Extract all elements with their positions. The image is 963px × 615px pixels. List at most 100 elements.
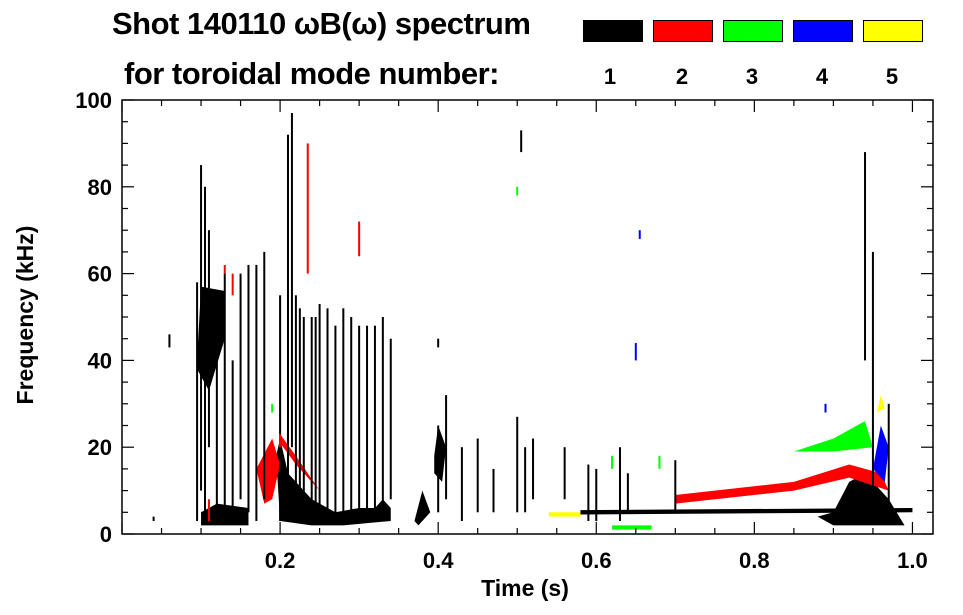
spectrum-streak-mode-1 (310, 317, 313, 521)
spectrum-data (152, 113, 913, 530)
spectrum-streak-mode-2 (358, 221, 361, 257)
spectrum-streak-mode-1 (200, 165, 203, 491)
y-tick-label: 80 (88, 175, 112, 200)
spectrum-streak-mode-2 (279, 434, 282, 448)
spectrum-streak-mode-1 (618, 447, 621, 521)
spectrum-blob-mode-5 (548, 512, 581, 517)
spectrum-streak-mode-3 (516, 186, 519, 196)
spectrum-streak-mode-1 (196, 282, 199, 521)
y-tick-label: 60 (88, 262, 112, 287)
spectrum-streak-mode-1 (207, 230, 210, 448)
y-axis-label: Frequency (kHz) (12, 226, 38, 405)
spectrum-streak-mode-1 (279, 295, 282, 521)
spectrum-streak-mode-2 (223, 264, 226, 274)
spectrum-blob-mode-3 (612, 525, 652, 530)
spectrum-streak-mode-1 (437, 425, 440, 513)
spectrum-streak-mode-1 (358, 325, 361, 513)
spectrum-blob-mode-5 (876, 395, 885, 413)
y-tick-label: 40 (88, 348, 112, 373)
spectrum-streak-mode-1 (215, 295, 218, 521)
spectrum-streak-mode-1 (342, 308, 345, 513)
x-tick-label: 0.8 (739, 548, 770, 573)
legend-label-mode-5: 5 (885, 64, 899, 89)
chart-subtitle: for toroidal mode number: (124, 56, 500, 91)
spectrum-streak-mode-1 (674, 460, 677, 513)
spectrum-streak-mode-1 (373, 325, 376, 513)
spectrum-blob-mode-2 (256, 438, 281, 504)
x-axis-label: Time (s) (481, 575, 569, 601)
spectrum-streak-mode-1 (152, 516, 155, 521)
spectrum-streak-mode-1 (290, 113, 293, 448)
spectrum-streak-mode-1 (203, 186, 206, 513)
spectrum-streak-mode-1 (887, 403, 890, 513)
legend-swatch-mode-2 (653, 20, 713, 42)
spectrum-streak-mode-1 (239, 273, 242, 500)
legend-label-mode-3: 3 (745, 64, 759, 89)
legend-label-mode-1: 1 (603, 64, 617, 89)
spectrum-streak-mode-1 (389, 338, 392, 500)
legend-label-mode-4: 4 (815, 64, 829, 89)
spectrum-streak-mode-4 (634, 343, 637, 361)
spectrum-blob-mode-2 (280, 434, 324, 495)
x-tick-label: 0.6 (581, 548, 612, 573)
x-tick-label: 0.4 (423, 548, 454, 573)
x-tick-label: 0.2 (265, 548, 296, 573)
spectrum-blob-mode-1 (414, 490, 431, 526)
spectrum-streak-mode-1 (247, 264, 250, 513)
legend-swatch-mode-3 (723, 20, 783, 42)
plot-frame (121, 99, 934, 535)
spectrum-streak-mode-1 (460, 447, 463, 521)
spectrum-streak-mode-3 (611, 455, 614, 469)
spectrum-streak-mode-1 (286, 134, 289, 491)
spectrum-streak-mode-1 (302, 317, 305, 513)
spectrum-blob-mode-1 (580, 507, 913, 515)
legend-swatch-mode-1 (583, 20, 643, 42)
chart-title: Shot 140110 ωB(ω) spectrum (112, 6, 531, 41)
spectrum-streak-mode-1 (516, 416, 519, 513)
spectrum-streak-mode-1 (864, 152, 867, 361)
spectrum-streak-mode-2 (231, 273, 234, 296)
legend-label-mode-2: 2 (675, 64, 689, 89)
spectrum-streak-mode-3 (271, 403, 274, 413)
spectrum-blob-mode-1 (434, 425, 447, 482)
spectrum-streak-mode-1 (524, 447, 527, 513)
spectrum-streak-mode-1 (168, 334, 171, 348)
spectrum-streak-mode-1 (294, 295, 297, 513)
y-tick-label: 100 (75, 88, 112, 113)
spectrum-streak-mode-1 (520, 130, 523, 153)
spectrum-streak-mode-1 (587, 464, 590, 521)
legend-swatch-mode-4 (793, 20, 853, 42)
spectrum-streak-mode-1 (445, 395, 448, 500)
spectrum-blob-mode-1 (201, 503, 249, 526)
spectrum-streak-mode-1 (263, 251, 266, 500)
y-tick-label: 0 (100, 522, 112, 547)
spectrum-streak-mode-3 (658, 455, 661, 469)
spectrum-streak-mode-2 (207, 499, 210, 521)
spectrum-streak-mode-2 (306, 143, 309, 274)
spectrum-streak-mode-1 (350, 317, 353, 521)
spectrum-streak-mode-4 (638, 230, 641, 239)
legend-swatch-mode-5 (863, 20, 923, 42)
spectrum-streak-mode-1 (476, 438, 479, 513)
spectrum-streak-mode-1 (595, 468, 598, 521)
spectrum-streak-mode-1 (437, 338, 440, 348)
spectrum-streak-mode-4 (824, 403, 827, 413)
spectrum-streak-mode-1 (314, 317, 317, 513)
spectrum-streak-mode-1 (298, 308, 301, 491)
spectrum-streak-mode-1 (366, 325, 369, 513)
y-tick-label: 20 (88, 435, 112, 460)
x-tick-label: 1.0 (897, 548, 928, 573)
spectrum-streak-mode-1 (223, 273, 226, 513)
spectrum-streak-mode-1 (255, 264, 258, 521)
spectrum-streak-mode-1 (871, 251, 874, 521)
spectrum-streak-mode-1 (492, 468, 495, 513)
spectrum-blob-mode-1 (276, 438, 391, 526)
spectrum-streak-mode-1 (326, 308, 329, 513)
spectrum-streak-mode-1 (563, 447, 566, 500)
spectrum-streak-mode-1 (381, 317, 384, 521)
spectrum-blob-mode-3 (793, 421, 873, 452)
spectrum-streak-mode-1 (532, 438, 535, 500)
spectrum-streak-mode-1 (334, 325, 337, 521)
spectrum-streak-mode-1 (626, 473, 629, 513)
